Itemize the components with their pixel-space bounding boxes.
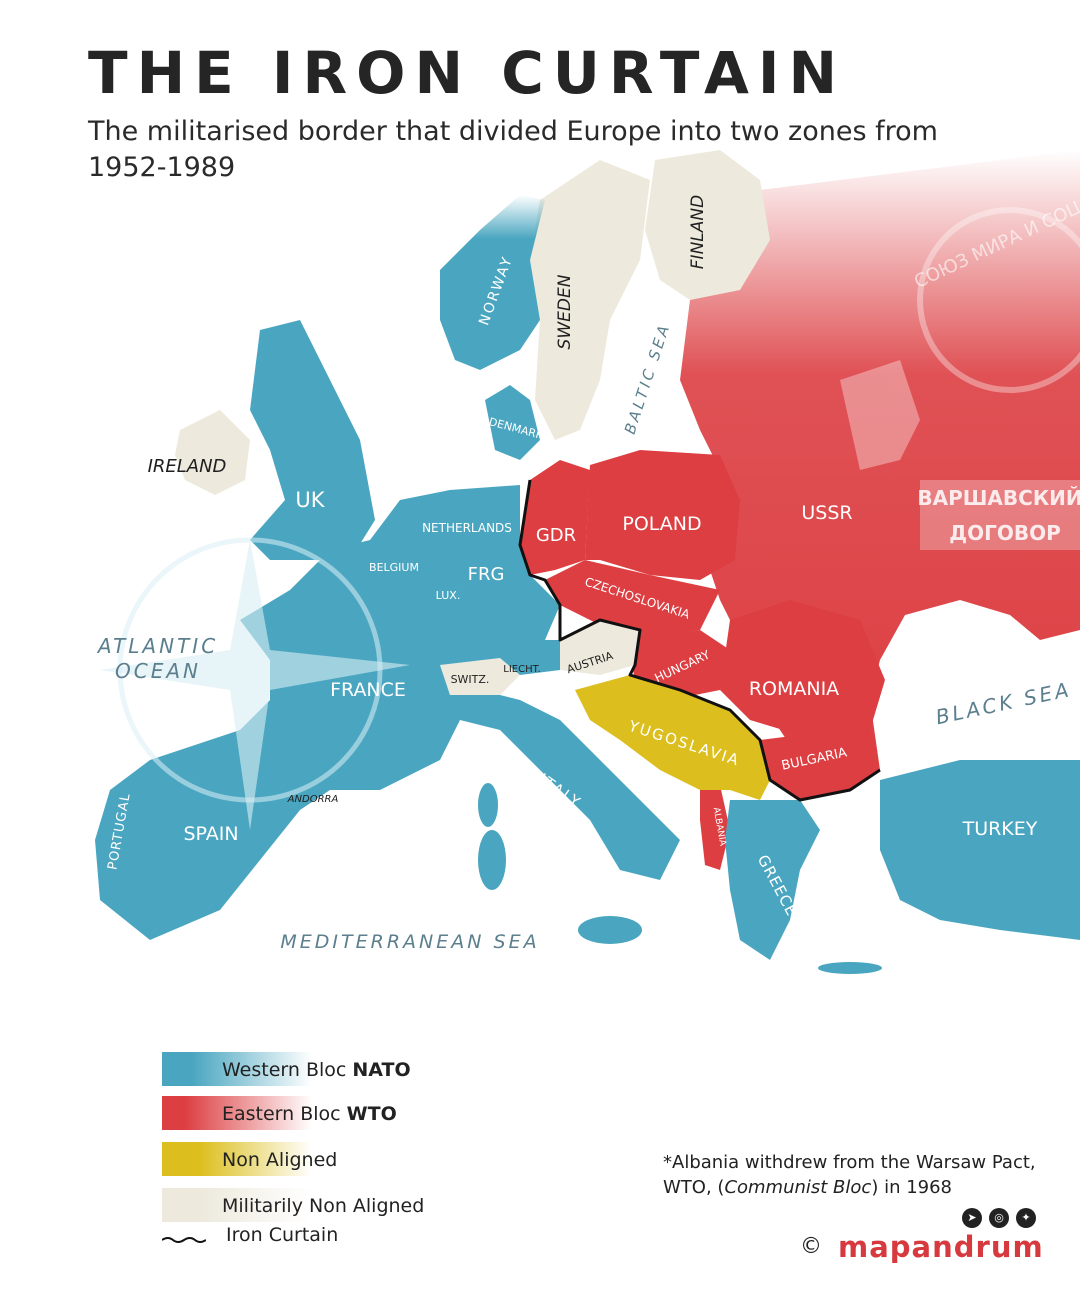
- ireland-region: [175, 410, 250, 495]
- sicily: [578, 916, 642, 944]
- label-poland: POLAND: [622, 513, 701, 535]
- legend-item-wto: Eastern Bloc WTO: [162, 1096, 582, 1130]
- label-frg: FRG: [468, 564, 505, 585]
- label-finland: FINLAND: [688, 195, 708, 269]
- emblem-banner-line1: ВАРШАВСКИЙ: [917, 486, 1080, 510]
- legend-item-non-aligned: Non Aligned: [162, 1142, 582, 1176]
- iron-curtain-line: [518, 479, 881, 802]
- finland-region: [645, 150, 770, 300]
- crete: [818, 962, 882, 974]
- sardinia: [478, 830, 506, 890]
- legend: Western Bloc NATO Eastern Bloc WTO Non A…: [162, 1052, 582, 1252]
- brand: © mapandrum: [800, 1230, 1060, 1266]
- legend-swatch-non-aligned: [162, 1142, 312, 1176]
- label-ireland: IRELAND: [148, 456, 227, 477]
- switzerland-region: [440, 658, 520, 695]
- label-spain: SPAIN: [183, 823, 238, 845]
- legend-item-iron-curtain: Iron Curtain: [162, 1224, 582, 1258]
- legend-label-wto: Eastern Bloc WTO: [222, 1103, 397, 1125]
- page-subtitle: The militarised border that divided Euro…: [88, 116, 938, 183]
- western-europe-region: [95, 485, 680, 940]
- label-romania: ROMANIA: [749, 678, 839, 700]
- page-title: THE IRON CURTAIN: [88, 39, 846, 107]
- czechoslovakia-region: [545, 560, 720, 640]
- albania-region: [700, 785, 730, 870]
- legend-item-militarily-non-aligned: Militarily Non Aligned: [162, 1188, 582, 1222]
- label-sweden: SWEDEN: [555, 274, 575, 349]
- telegram-icon[interactable]: ➤: [962, 1208, 982, 1228]
- legend-label-non-aligned: Non Aligned: [222, 1149, 338, 1171]
- baltic-label: BALTIC SEA: [621, 321, 674, 437]
- legend-label-nato: Western Bloc NATO: [222, 1059, 411, 1081]
- label-france: FRANCE: [330, 679, 406, 701]
- legend-swatch-nato: [162, 1052, 312, 1086]
- nato-star: [100, 540, 410, 830]
- black-sea: [880, 630, 1080, 760]
- legend-line-iron-curtain: [162, 1237, 206, 1243]
- brand-logo[interactable]: mapandrum: [838, 1230, 1044, 1264]
- footnote-line2: WTO, (Communist Bloc) in 1968: [663, 1177, 953, 1198]
- social-icons: ➤ ◎ ✦: [962, 1208, 1042, 1230]
- emblem-banner-line2: ДОГОВОР: [949, 521, 1060, 545]
- label-switz: SWITZ.: [451, 673, 490, 686]
- legend-label-militarily-non-aligned: Militarily Non Aligned: [222, 1195, 425, 1217]
- norway-region: [440, 195, 545, 370]
- label-gdr: GDR: [536, 525, 576, 546]
- footnote: *Albania withdrew from the Warsaw Pact, …: [663, 1150, 1063, 1200]
- europe-map: ВАРШАВСКИЙ ДОГОВОР СОЮЗ МИРА И СОЦ ATLAN…: [95, 150, 1080, 974]
- atlantic-label-1: ATLANTIC: [96, 634, 218, 658]
- copyright-symbol: ©: [800, 1234, 822, 1259]
- austria-region: [560, 620, 640, 675]
- gdr-region: [520, 460, 590, 575]
- warsaw-pact-emblem: [840, 207, 1080, 550]
- atlantic-label-2: OCEAN: [115, 659, 201, 683]
- label-turkey: TURKEY: [962, 818, 1038, 840]
- legend-label-iron-curtain: Iron Curtain: [226, 1224, 339, 1246]
- uk-region: [250, 320, 375, 560]
- legend-item-nato: Western Bloc NATO: [162, 1052, 582, 1086]
- corsica: [478, 783, 498, 827]
- romania-region: [720, 600, 885, 735]
- label-liecht: LIECHT.: [503, 664, 540, 675]
- sweden-region: [530, 160, 650, 440]
- label-ussr: USSR: [801, 502, 852, 524]
- yugoslavia-region: [575, 675, 770, 800]
- mediterranean-label: MEDITERRANEAN SEA: [280, 931, 539, 953]
- label-netherlands: NETHERLANDS: [422, 521, 512, 535]
- footnote-line1: *Albania withdrew from the Warsaw Pact,: [663, 1152, 1036, 1173]
- turkey-region: [880, 760, 1080, 940]
- greece-region: [725, 800, 820, 960]
- poland-region: [585, 450, 740, 580]
- legend-swatch-militarily-non-aligned: [162, 1188, 312, 1222]
- legend-swatch-wto: [162, 1096, 312, 1130]
- bulgaria-region: [760, 730, 880, 800]
- twitter-icon[interactable]: ✦: [1016, 1208, 1036, 1228]
- label-belgium: BELGIUM: [369, 561, 419, 574]
- label-uk: UK: [295, 488, 325, 512]
- denmark-region: [485, 385, 540, 460]
- label-lux: LUX.: [436, 589, 461, 602]
- label-andorra: ANDORRA: [287, 794, 339, 805]
- instagram-icon[interactable]: ◎: [989, 1208, 1009, 1228]
